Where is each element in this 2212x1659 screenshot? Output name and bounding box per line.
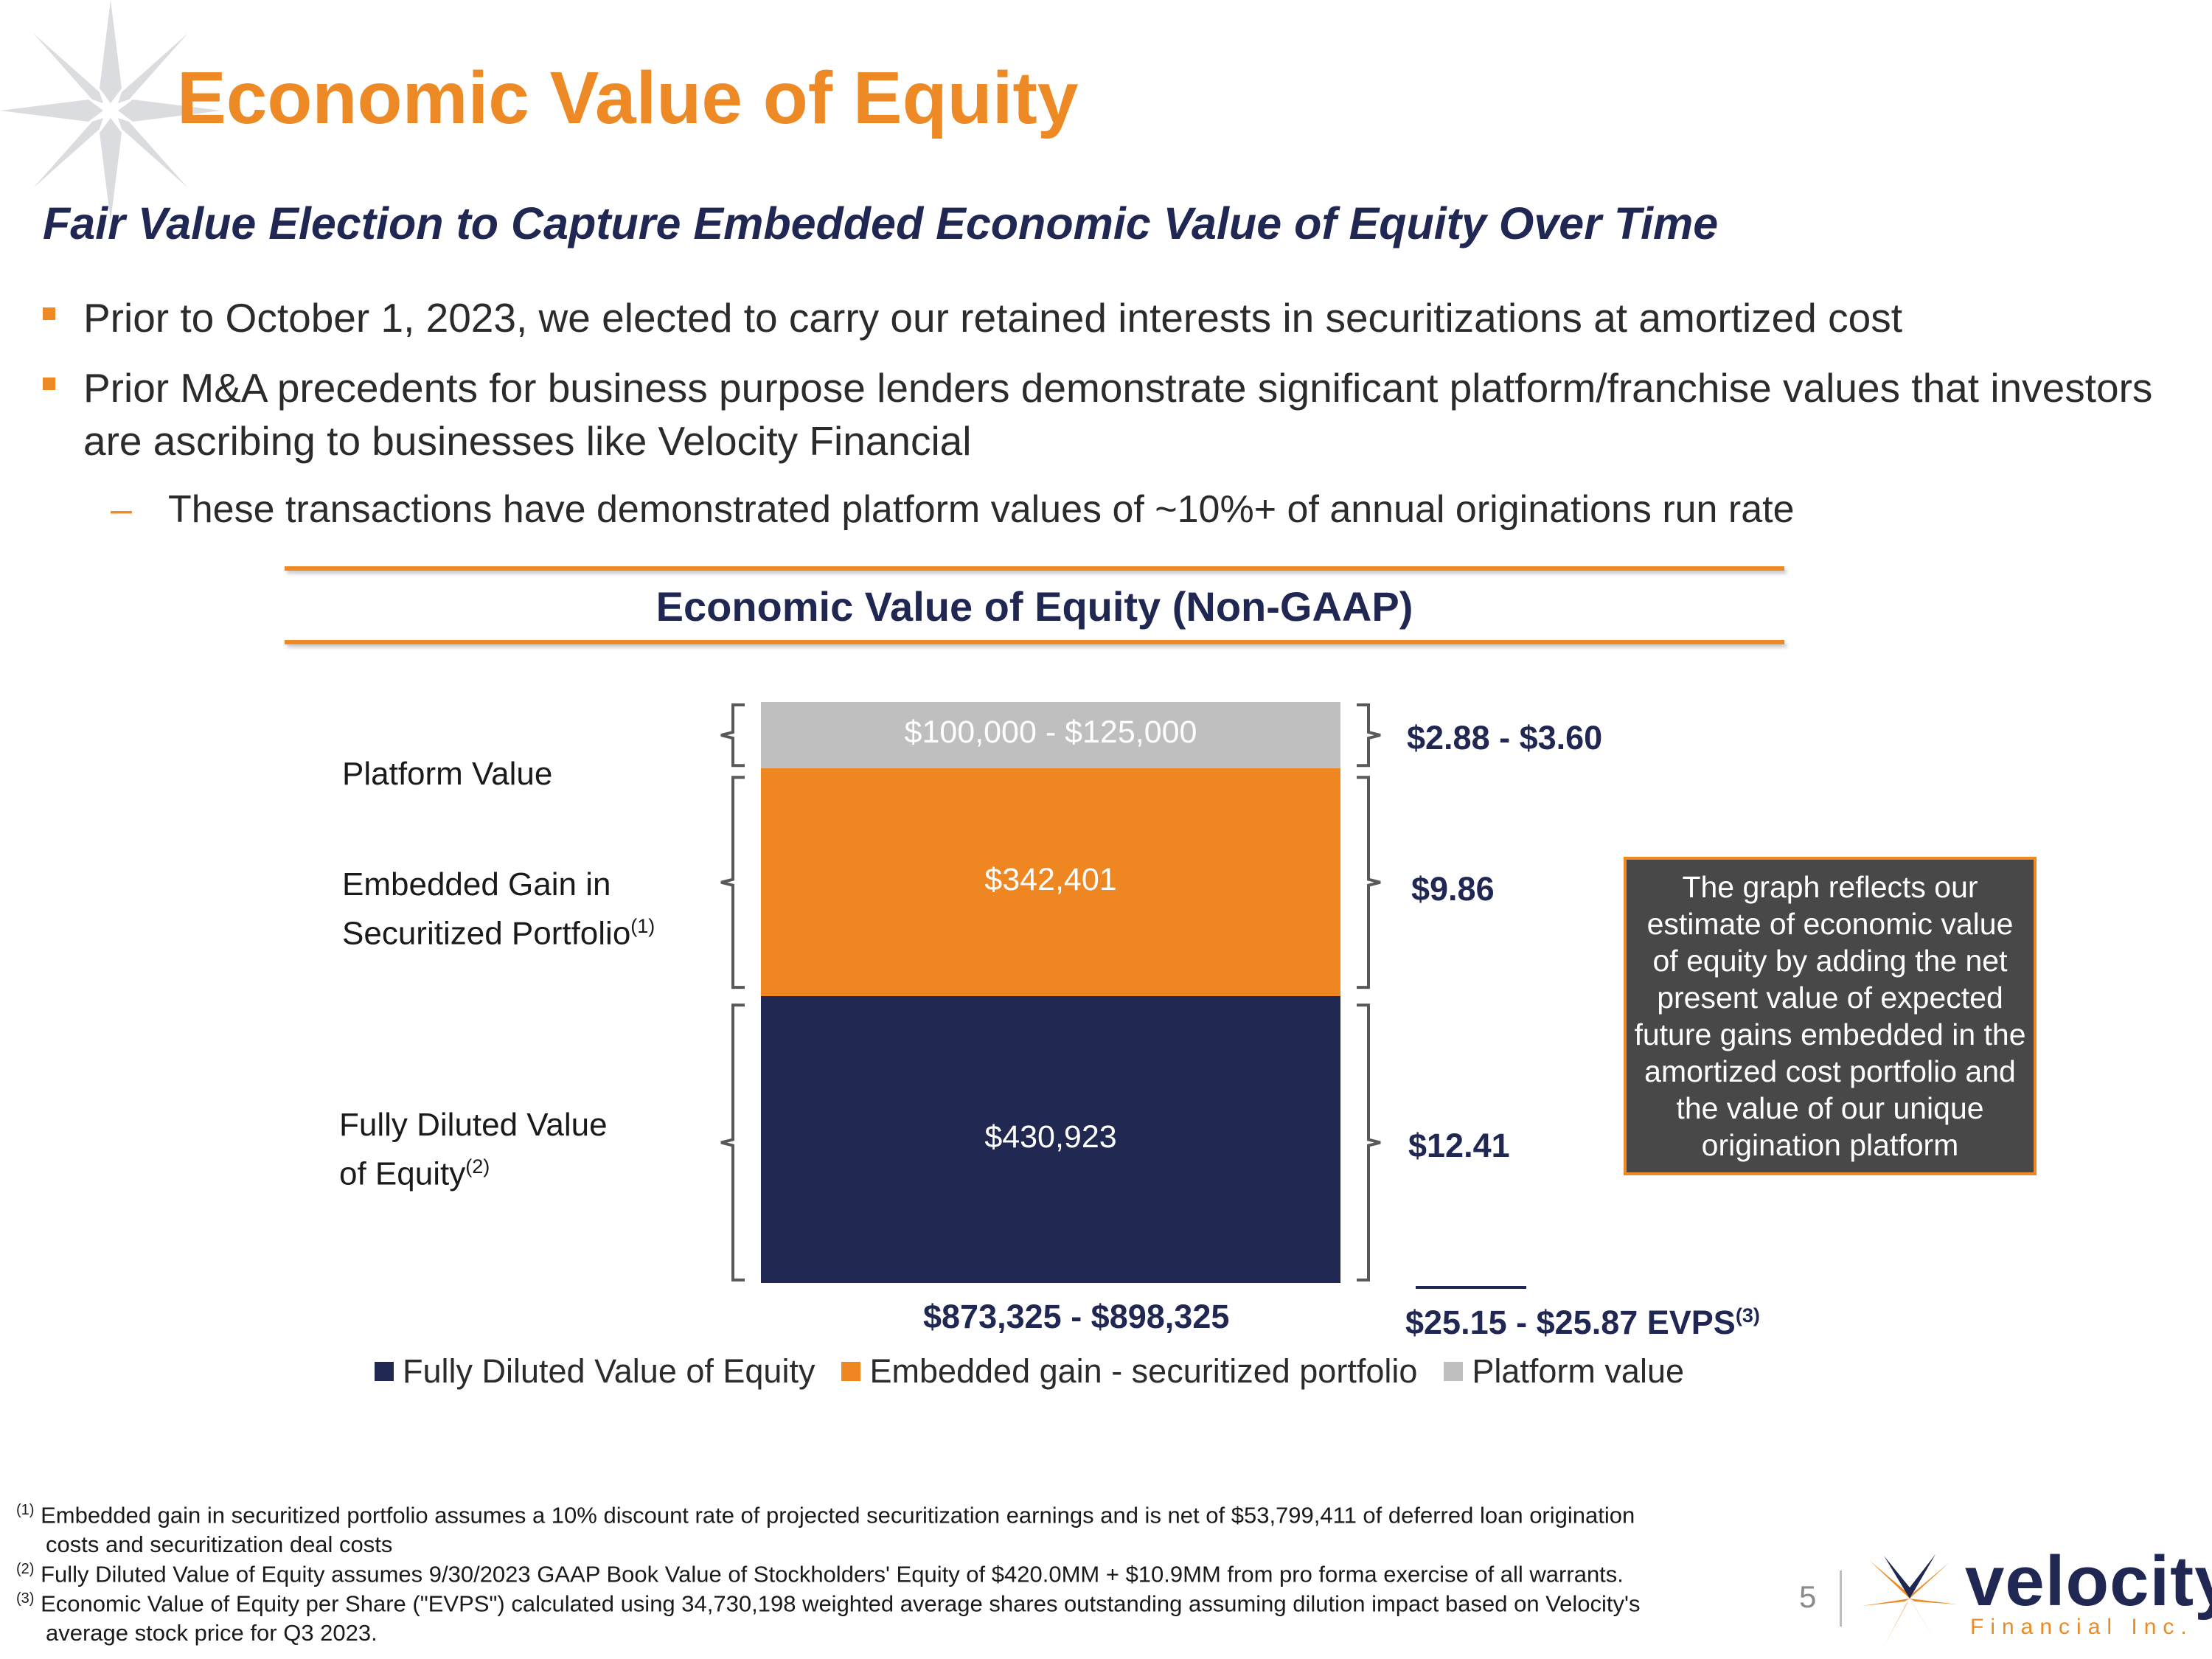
page-title: Economic Value of Equity [177,57,1079,139]
footnote-text: Fully Diluted Value of Equity assumes 9/… [41,1561,1624,1587]
category-label-line: of Equity [339,1155,466,1192]
chart-title-bottom-rule [285,640,1784,644]
category-label-embedded-gain: Embedded Gain in Securitized Portfolio(1… [342,864,655,955]
footnote-1: (1) Embedded gain in securitized portfol… [16,1495,1635,1559]
chart-title-top-rule [285,566,1784,571]
sub-bullet-text: These transactions have demonstrated pla… [168,488,1795,531]
bar-label-fully-diluted-equity: $430,923 [984,1119,1117,1155]
brace-left-equity [720,1004,745,1281]
category-label-line: Securitized Portfolio [342,915,631,952]
brace-right-embedded [1357,776,1381,990]
legend-swatch [375,1362,394,1381]
page-subtitle: Fair Value Election to Capture Embedded … [43,198,1719,248]
category-label-line: Fully Diluted Value [339,1107,608,1143]
brace-right-platform [1357,703,1381,768]
footnote-marker: (1) [630,915,655,937]
total-per-share-text: $25.15 - $25.87 EVPS [1405,1304,1736,1341]
footnote-marker: (2) [16,1561,35,1577]
category-label-platform: Platform Value [342,756,553,792]
note-box-text: The graph reflects our estimate of econo… [1634,870,2026,1162]
legend-swatch [1444,1362,1464,1381]
bar-label-platform-value: $100,000 - $125,000 [904,714,1197,751]
bar-segment-platform-value [761,702,1340,769]
category-label-fully-diluted-equity: Fully Diluted Value of Equity(2) [339,1105,608,1195]
footnote-text: Embedded gain in securitized portfolio a… [41,1502,1635,1528]
footnote-3: (3) Economic Value of Equity per Share (… [16,1584,1640,1648]
footnote-marker: (3) [1735,1304,1760,1326]
sub-bullet-item: – These transactions have demonstrated pl… [111,484,1795,535]
legend-item-equity: Fully Diluted Value of Equity [375,1352,815,1391]
footer-divider [1840,1571,1842,1627]
bullet-text: Prior M&A precedents for business purpos… [83,365,2153,464]
bullet-text: Prior to October 1, 2023, we elected to … [83,295,1902,341]
footnote-2: (2) Fully Diluted Value of Equity assume… [16,1554,1624,1589]
bar-segment-embedded-gain [761,768,1340,997]
velocity-logo-tagline: Financial Inc. [1970,1615,2194,1639]
velocity-logo-wordmark: velocity [1965,1542,2212,1621]
footnote-marker: (2) [465,1155,490,1178]
total-underline [1416,1286,1526,1289]
category-label-line: Embedded Gain in [342,866,611,902]
legend-label: Embedded gain - securitized portfolio [869,1352,1418,1390]
brace-left-platform [720,703,745,768]
footnote-text: Economic Value of Equity per Share ("EVP… [41,1590,1641,1617]
per-share-equity: $12.41 [1408,1127,1510,1164]
dash-marker: – [111,488,132,531]
bullet-square-icon [43,307,55,320]
brace-left-embedded [720,776,745,990]
total-per-share-label: $25.15 - $25.87 EVPS(3) [1405,1304,1760,1342]
legend-label: Platform value [1472,1352,1684,1390]
note-box: The graph reflects our estimate of econo… [1624,857,2037,1175]
legend-item-embedded-gain: Embedded gain - securitized portfolio [841,1352,1417,1391]
total-value-label: $873,325 - $898,325 [923,1298,1230,1335]
legend-label: Fully Diluted Value of Equity [403,1352,815,1390]
bullet-square-icon [43,378,55,390]
footnote-text: costs and securitization deal costs [46,1531,393,1558]
page-number: 5 [1799,1579,1817,1614]
chart-legend: Fully Diluted Value of Equity Embedded g… [375,1352,1711,1391]
chart-title: Economic Value of Equity (Non-GAAP) [655,583,1413,630]
per-share-embedded-gain: $9.86 [1411,870,1495,908]
brace-right-equity [1357,1004,1381,1281]
footnote-marker: (1) [16,1502,35,1518]
footnote-text: average stock price for Q3 2023. [46,1620,378,1646]
legend-swatch [841,1362,861,1381]
legend-item-platform: Platform value [1444,1352,1684,1391]
bar-label-embedded-gain: $342,401 [984,861,1117,897]
bar-segment-fully-diluted-equity [761,996,1340,1283]
footnote-marker: (3) [16,1590,35,1607]
per-share-platform: $2.88 - $3.60 [1407,719,1603,757]
star-logo-decoration [0,0,221,221]
velocity-logo-icon [1862,1554,1958,1646]
